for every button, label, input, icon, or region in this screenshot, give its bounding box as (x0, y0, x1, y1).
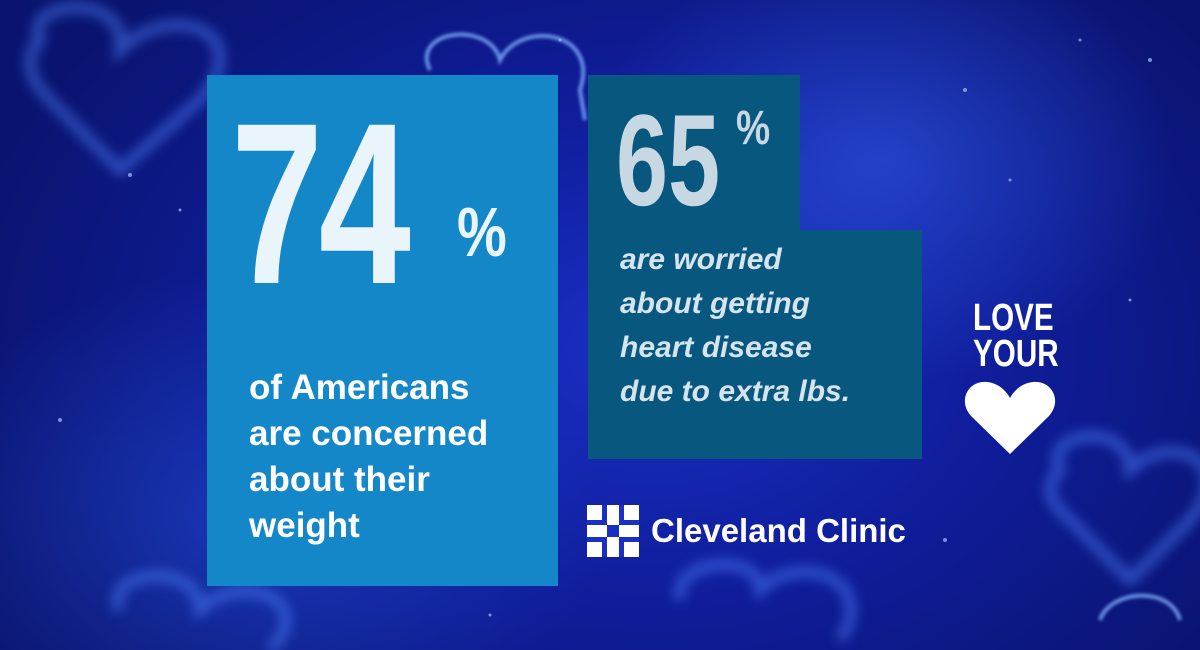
stat-secondary-percent: % (736, 102, 771, 155)
brand-name: Cleveland Clinic (651, 512, 906, 549)
stat-secondary-text: are worried about getting heart disease … (620, 243, 851, 408)
heart-outline-icon (674, 559, 856, 643)
stat-panel-secondary: 65 % are worried about getting heart dis… (588, 75, 922, 459)
stat-primary-percent: % (457, 193, 507, 271)
campaign-line2: YOUR (973, 333, 1059, 375)
stat-secondary-number: 65 (616, 87, 721, 233)
stat-panel-secondary-top (588, 75, 800, 230)
heart-outline-icon (1098, 593, 1182, 621)
stat-panel-primary: 74 % of Americans are concerned about th… (207, 75, 558, 586)
stat-primary-number: 74 (231, 75, 411, 332)
heart-icon (964, 381, 1056, 454)
cleveland-clinic-logo-icon (587, 505, 639, 557)
heart-outline-icon (25, 2, 225, 177)
brand-logo: Cleveland Clinic (587, 505, 906, 557)
heart-outline-icon (112, 571, 291, 650)
campaign-badge: LOVE YOUR (962, 297, 1062, 375)
stat-panel-secondary-bottom (588, 230, 922, 459)
heart-outline-icon (1045, 431, 1200, 588)
stat-primary-text: of Americans are concerned about their w… (249, 368, 489, 545)
heart-outline-icon (425, 32, 587, 121)
campaign-line1: LOVE (973, 297, 1054, 339)
